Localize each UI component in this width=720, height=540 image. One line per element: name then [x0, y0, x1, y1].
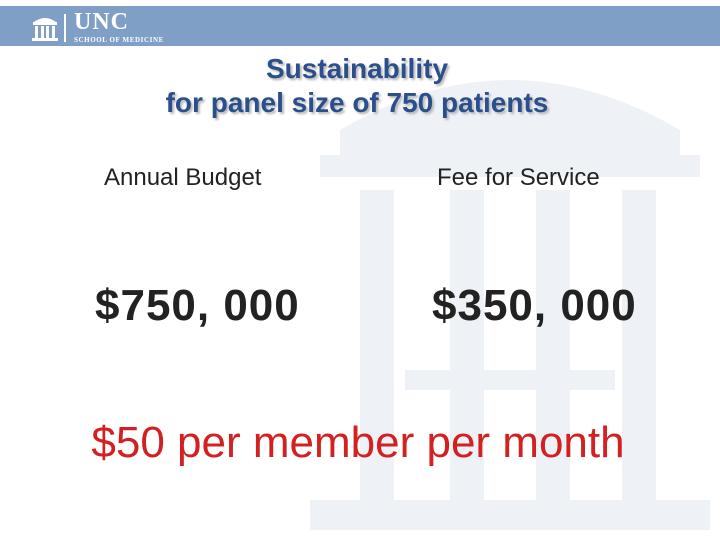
logo-school-text: SCHOOL OF MEDICINE: [74, 36, 164, 44]
logo-divider: [64, 14, 66, 42]
pmpm-rate-statement: $50 per member per month: [91, 418, 625, 467]
fee-for-service-amount: $350, 000: [432, 281, 637, 330]
annual-budget-heading: Annual Budget: [104, 164, 262, 191]
slide-title: Sustainability for panel size of 750 pat…: [0, 52, 714, 120]
annual-budget-amount: $750, 000: [95, 281, 300, 330]
header-bar: UNC SCHOOL OF MEDICINE: [0, 6, 720, 46]
title-line-2: for panel size of 750 patients: [165, 87, 549, 118]
logo-unc-text: UNC: [74, 9, 129, 35]
old-well-icon: [32, 18, 58, 41]
old-well-watermark: [310, 80, 710, 530]
fee-for-service-heading: Fee for Service: [437, 164, 600, 191]
title-line-1: Sustainability: [265, 53, 449, 84]
